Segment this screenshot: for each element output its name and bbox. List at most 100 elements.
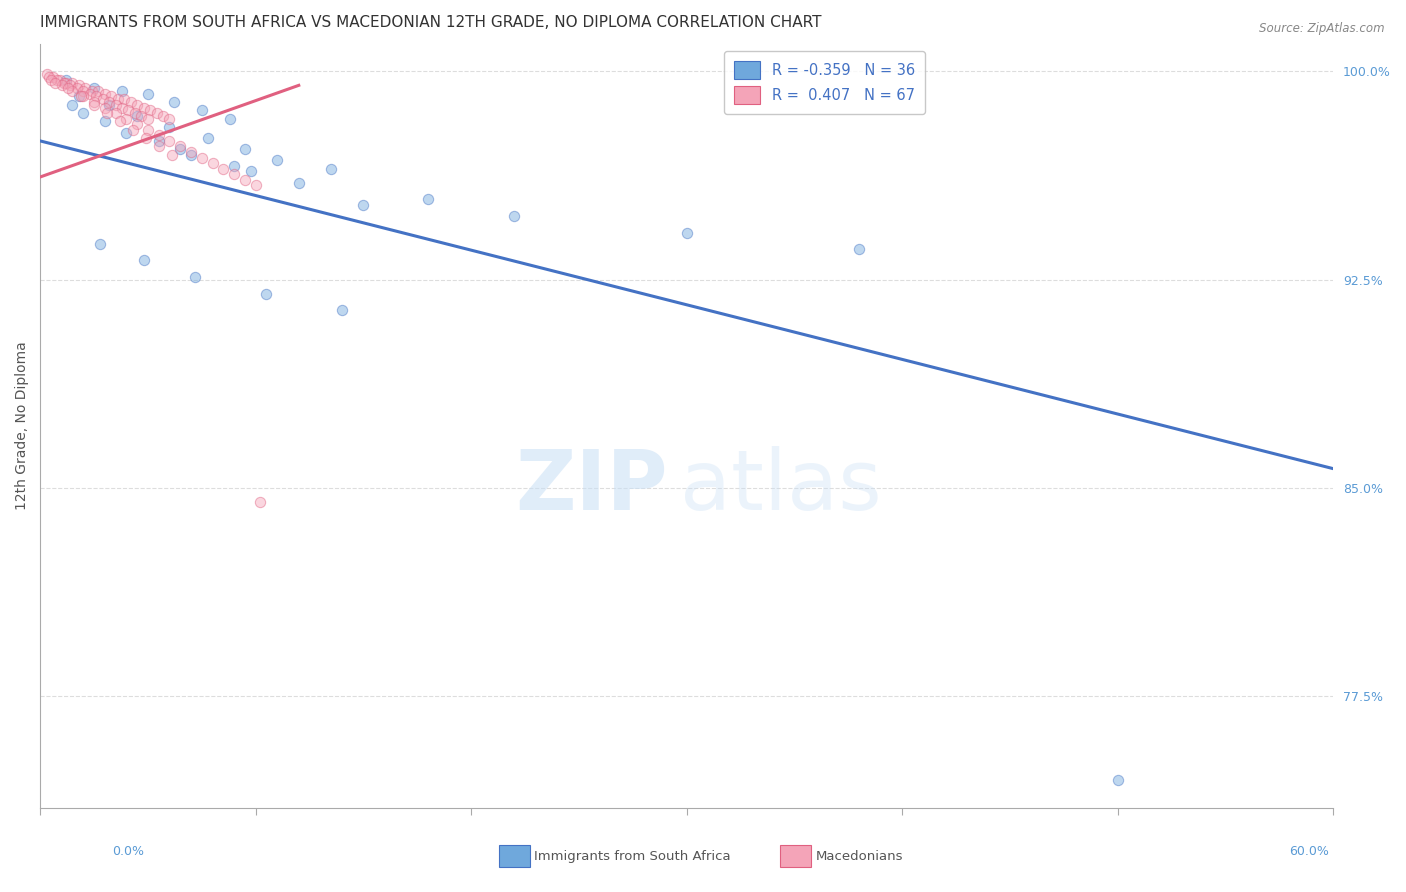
Point xyxy=(249,495,271,509)
Point xyxy=(245,178,267,193)
Point xyxy=(139,103,162,118)
Point xyxy=(136,112,159,126)
Point xyxy=(240,164,263,178)
Point xyxy=(127,117,149,131)
Point xyxy=(132,253,155,268)
Point xyxy=(416,192,439,206)
Point xyxy=(115,126,138,140)
Point xyxy=(112,92,135,106)
Point xyxy=(44,76,66,90)
Point xyxy=(42,70,65,84)
Point xyxy=(120,95,142,109)
Point xyxy=(94,114,117,128)
Point xyxy=(191,151,214,165)
Point xyxy=(1107,772,1129,787)
Point xyxy=(98,97,121,112)
Point xyxy=(224,159,246,173)
Point xyxy=(72,84,94,98)
Point xyxy=(218,112,240,126)
Point xyxy=(108,114,131,128)
Point xyxy=(169,142,191,156)
Text: Macedonians: Macedonians xyxy=(815,850,903,863)
Point xyxy=(148,139,170,153)
Text: Source: ZipAtlas.com: Source: ZipAtlas.com xyxy=(1260,22,1385,36)
Point xyxy=(184,270,207,285)
Point xyxy=(104,97,127,112)
Text: ZIP: ZIP xyxy=(515,446,668,527)
Point xyxy=(83,97,105,112)
Point xyxy=(159,112,181,126)
Point xyxy=(55,76,77,90)
Point xyxy=(212,161,235,176)
Point xyxy=(145,106,167,120)
Point xyxy=(180,145,202,159)
Point xyxy=(848,242,870,256)
Text: 0.0%: 0.0% xyxy=(112,846,145,858)
Point xyxy=(503,209,526,223)
Point xyxy=(136,87,159,101)
Point xyxy=(135,131,157,145)
Point xyxy=(39,72,62,87)
Point xyxy=(115,112,138,126)
Point xyxy=(330,303,353,318)
Point xyxy=(163,95,186,109)
Point xyxy=(66,81,89,95)
Point xyxy=(127,97,149,112)
Text: atlas: atlas xyxy=(681,446,882,527)
Point xyxy=(56,81,79,95)
Point xyxy=(72,106,94,120)
Point xyxy=(111,84,134,98)
Point xyxy=(62,97,84,112)
Point xyxy=(127,109,149,123)
Point xyxy=(169,139,191,153)
Point xyxy=(62,76,84,90)
Point xyxy=(136,122,159,136)
Point xyxy=(201,156,224,170)
Y-axis label: 12th Grade, No Diploma: 12th Grade, No Diploma xyxy=(15,342,30,510)
Point xyxy=(46,72,69,87)
Point xyxy=(104,106,127,120)
Point xyxy=(132,101,155,115)
Point xyxy=(94,101,117,115)
Point xyxy=(224,167,246,181)
Point xyxy=(67,78,90,93)
Point xyxy=(675,226,697,240)
Point xyxy=(352,198,374,212)
Point xyxy=(180,148,202,162)
Point xyxy=(59,78,82,93)
Text: 60.0%: 60.0% xyxy=(1289,846,1329,858)
Point xyxy=(94,87,117,101)
Point xyxy=(51,78,73,93)
Point xyxy=(91,92,114,106)
Point xyxy=(84,89,107,103)
Point xyxy=(72,89,94,103)
Point xyxy=(233,173,256,187)
Point xyxy=(287,176,309,190)
Point xyxy=(233,142,256,156)
Point xyxy=(100,89,122,103)
Point xyxy=(148,134,170,148)
Point xyxy=(35,67,58,81)
Point xyxy=(159,134,181,148)
Point xyxy=(160,148,183,162)
Point xyxy=(67,89,90,103)
Point xyxy=(83,81,105,95)
Point xyxy=(87,84,110,98)
Point xyxy=(38,70,60,84)
Point xyxy=(148,128,170,143)
Point xyxy=(89,236,111,251)
Point xyxy=(266,153,288,168)
Point xyxy=(55,72,77,87)
Point xyxy=(52,76,75,90)
Text: IMMIGRANTS FROM SOUTH AFRICA VS MACEDONIAN 12TH GRADE, NO DIPLOMA CORRELATION CH: IMMIGRANTS FROM SOUTH AFRICA VS MACEDONI… xyxy=(41,15,821,30)
Point xyxy=(111,101,134,115)
Point xyxy=(75,81,97,95)
Point xyxy=(124,106,146,120)
Point xyxy=(48,72,70,87)
Point xyxy=(256,286,278,301)
Text: Immigrants from South Africa: Immigrants from South Africa xyxy=(534,850,731,863)
Point xyxy=(191,103,214,118)
Point xyxy=(152,109,174,123)
Legend: R = -0.359   N = 36, R =  0.407   N = 67: R = -0.359 N = 36, R = 0.407 N = 67 xyxy=(724,51,925,114)
Point xyxy=(197,131,219,145)
